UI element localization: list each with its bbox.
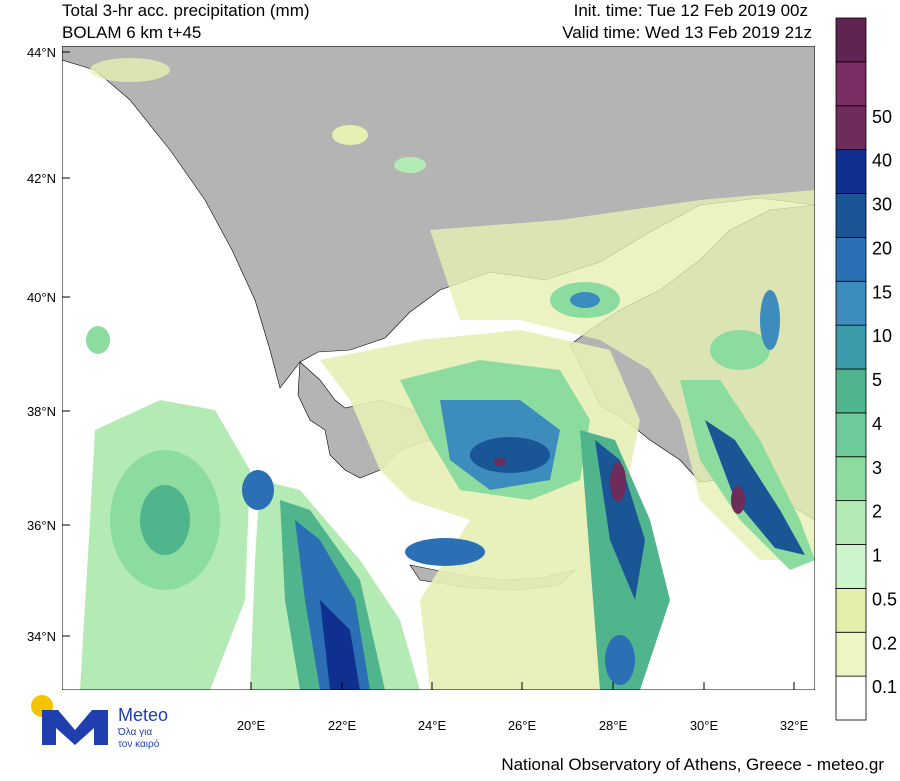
map <box>62 46 815 690</box>
colorbar-box <box>835 149 867 194</box>
colorbar-box <box>835 61 867 107</box>
colorbar-box <box>835 675 867 721</box>
colorbar: 0.1 0.2 0.5 1 2 3 4 5 10 15 20 30 40 50 <box>835 17 897 721</box>
colorbar-label: 40 <box>872 151 892 171</box>
colorbar-box <box>835 500 867 545</box>
colorbar-box <box>835 280 867 326</box>
colorbar-label: 10 <box>872 326 892 346</box>
colorbar-box <box>835 587 867 633</box>
colorbar-box <box>835 105 867 151</box>
lon-label: 20°E <box>237 718 266 733</box>
colorbar-box <box>835 193 867 238</box>
lat-label: 36°N <box>27 518 56 533</box>
footer: National Observatory of Athens, Greece -… <box>501 755 884 774</box>
colorbar-box <box>835 324 867 370</box>
logo-tagline: Όλα για <box>117 727 152 738</box>
precipitation <box>80 58 815 690</box>
init-time: Init. time: Tue 12 Feb 2019 00z <box>574 1 808 20</box>
title: Total 3-hr acc. precipitation (mm) <box>62 1 310 20</box>
colorbar-label: 15 <box>872 282 892 302</box>
colorbar-label: 1 <box>872 546 882 566</box>
colorbar-box <box>835 544 867 589</box>
logo-name: Meteo <box>118 705 168 725</box>
colorbar-box <box>835 412 867 458</box>
lon-label: 24°E <box>418 718 447 733</box>
lat-label: 42°N <box>27 171 56 186</box>
lon-label: 30°E <box>690 718 719 733</box>
map-axes: 44°N 42°N 40°N 38°N 36°N 34°N 20°E 22°E 24°E 26°E… <box>27 45 809 733</box>
lat-label: 34°N <box>27 629 56 644</box>
valid-time: Valid time: Wed 13 Feb 2019 21z <box>562 23 812 42</box>
logo-tagline: τον καιρό <box>118 738 160 750</box>
colorbar-box <box>835 368 867 414</box>
colorbar-label: 2 <box>872 502 882 522</box>
lon-label: 26°E <box>508 718 537 733</box>
lat-label: 40°N <box>27 290 56 305</box>
logo: Meteo Όλα για τον καιρό <box>31 695 168 750</box>
lon-label: 32°E <box>780 718 809 733</box>
colorbar-label: 0.5 <box>872 589 897 609</box>
lon-label: 28°E <box>599 718 628 733</box>
subtitle: BOLAM 6 km t+45 <box>62 23 201 42</box>
colorbar-box <box>835 631 867 677</box>
colorbar-label: 0.1 <box>872 677 897 697</box>
colorbar-label: 3 <box>872 458 882 478</box>
colorbar-box <box>835 17 867 63</box>
lat-label: 44°N <box>27 45 56 60</box>
colorbar-label: 5 <box>872 370 882 390</box>
lon-label: 22°E <box>328 718 357 733</box>
colorbar-label: 4 <box>872 414 882 434</box>
lat-label: 38°N <box>27 404 56 419</box>
colorbar-label: 20 <box>872 238 892 258</box>
colorbar-box <box>835 456 867 502</box>
colorbar-label: 50 <box>872 107 892 127</box>
colorbar-label: 0.2 <box>872 633 897 653</box>
colorbar-box <box>835 236 867 282</box>
colorbar-label: 30 <box>872 195 892 215</box>
